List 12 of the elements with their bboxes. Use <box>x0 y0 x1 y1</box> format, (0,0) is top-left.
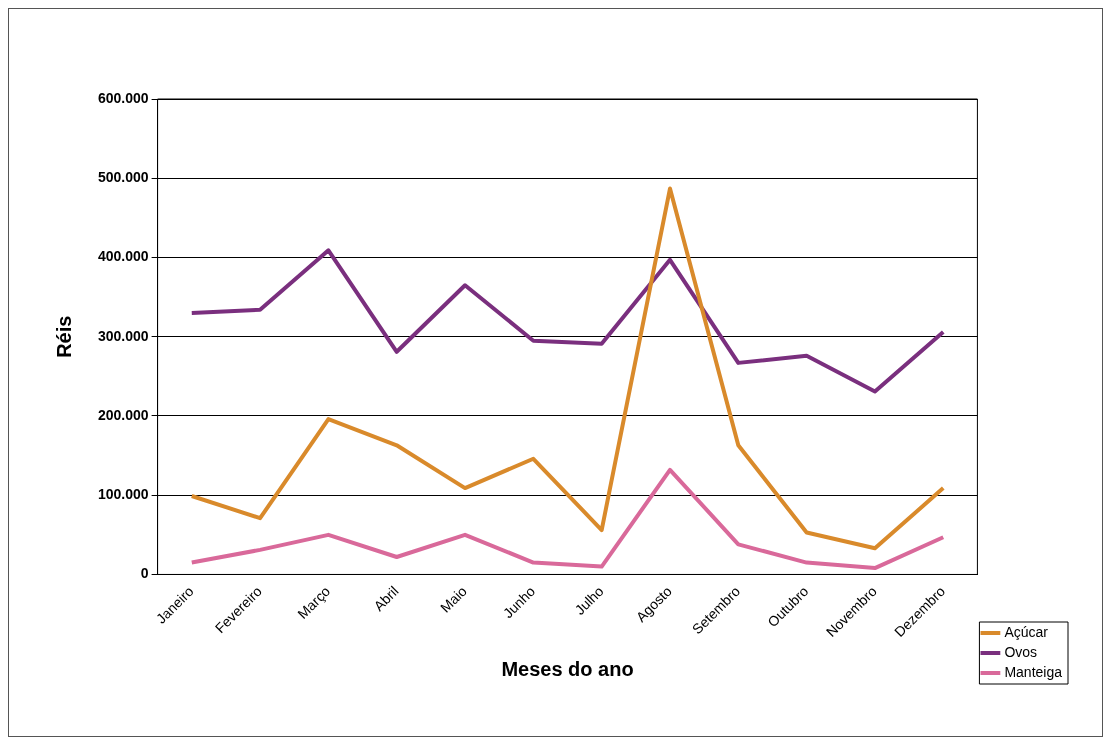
y-tick-label: 300.000 <box>98 327 149 344</box>
y-tick-label: 500.000 <box>98 169 149 186</box>
y-axis-title: Réis <box>52 315 75 358</box>
y-tick-label: 200.000 <box>98 406 149 423</box>
y-tick-label: 100.000 <box>98 486 149 503</box>
y-tick-label: 600.000 <box>98 89 149 106</box>
y-tick-label: 400.000 <box>98 248 149 265</box>
legend-label: Ovos <box>1004 643 1038 660</box>
legend-label: Açúcar <box>1004 623 1049 640</box>
x-axis-title: Meses do ano <box>501 657 634 680</box>
legend-label: Manteiga <box>1004 663 1063 680</box>
y-tick-label: 0 <box>140 565 149 582</box>
